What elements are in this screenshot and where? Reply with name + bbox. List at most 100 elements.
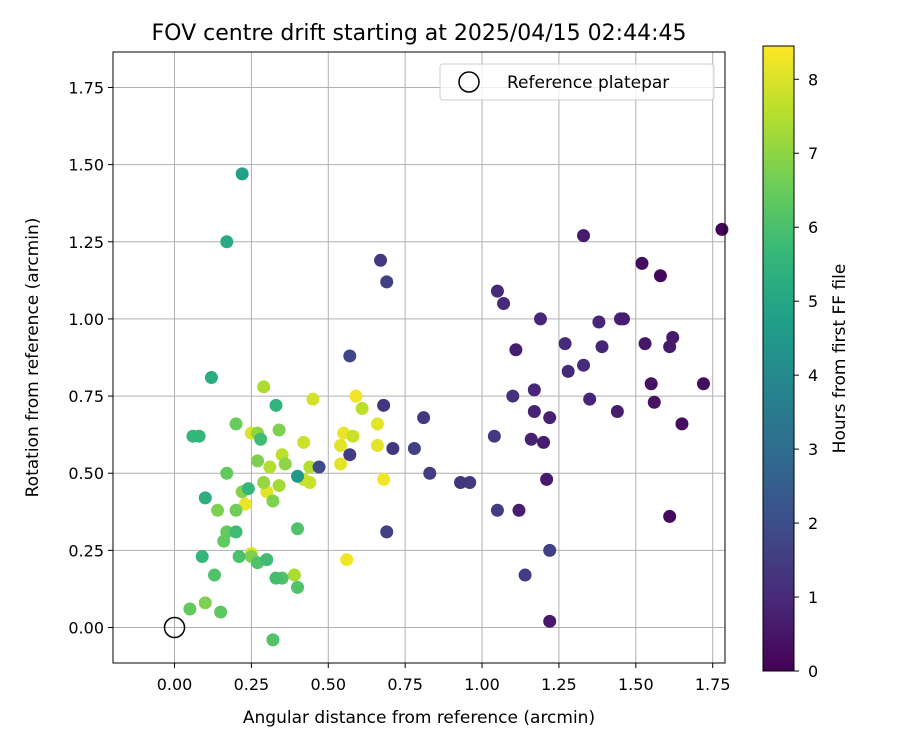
data-point — [490, 284, 504, 298]
data-point — [269, 398, 283, 412]
x-tick-label: 0.00 — [157, 675, 193, 694]
data-point — [540, 472, 554, 486]
data-point — [617, 312, 631, 326]
x-tick-label: 1.75 — [695, 675, 731, 694]
data-point — [417, 411, 431, 425]
data-point — [312, 460, 326, 474]
data-point — [463, 475, 477, 489]
data-point — [675, 417, 689, 431]
data-point — [257, 380, 271, 394]
data-point — [509, 343, 523, 357]
data-point — [533, 312, 547, 326]
reference-marker-layer — [163, 616, 186, 639]
data-point — [370, 417, 384, 431]
data-point — [380, 275, 394, 289]
data-point — [198, 596, 212, 610]
data-point — [266, 494, 280, 508]
x-tick-label: 1.25 — [541, 675, 577, 694]
data-point — [377, 472, 391, 486]
x-tick-label: 0.50 — [310, 675, 346, 694]
data-point — [647, 395, 661, 409]
data-point — [229, 525, 243, 539]
grid-lines — [113, 52, 725, 663]
data-point — [577, 229, 591, 243]
data-point — [183, 602, 197, 616]
y-axis-label: Rotation from reference (arcmin) — [23, 218, 43, 498]
data-point — [260, 553, 274, 567]
data-point — [577, 358, 591, 372]
data-point — [232, 550, 246, 564]
data-point — [561, 364, 575, 378]
colorbar: 0 1 2 3 4 5 6 7 8 Hours from first FF file — [762, 45, 850, 681]
data-point — [195, 550, 209, 564]
data-point — [214, 605, 228, 619]
data-point — [220, 466, 234, 480]
reference-platepar-marker — [163, 616, 186, 639]
x-tick-label: 0.75 — [387, 675, 423, 694]
data-point — [241, 482, 255, 496]
data-point — [211, 503, 225, 517]
data-point — [303, 475, 317, 489]
data-point — [527, 405, 541, 419]
y-tick-label: 1.00 — [68, 310, 104, 329]
data-point — [407, 442, 421, 456]
data-point — [291, 580, 305, 594]
y-tick-label: 0.50 — [68, 464, 104, 483]
data-point — [254, 432, 268, 446]
data-point — [346, 429, 360, 443]
data-point — [238, 497, 252, 511]
data-point — [306, 392, 320, 406]
data-point — [291, 469, 305, 483]
colorbar-tick-label: 3 — [808, 440, 818, 459]
data-point — [663, 509, 677, 523]
colorbar-ticks: 0 1 2 3 4 5 6 7 8 — [794, 70, 818, 681]
chart-title: FOV centre drift starting at 2025/04/15 … — [152, 21, 687, 46]
y-tick-label: 0.25 — [68, 541, 104, 560]
data-point — [343, 349, 357, 363]
data-point — [355, 401, 369, 415]
data-point — [537, 435, 551, 449]
data-point — [374, 253, 388, 267]
data-point — [497, 296, 511, 310]
data-point — [583, 392, 597, 406]
data-point — [386, 442, 400, 456]
data-point — [272, 479, 286, 493]
data-point — [198, 491, 212, 505]
data-point — [663, 340, 677, 354]
legend-box — [439, 63, 715, 101]
colorbar-label: Hours from first FF file — [830, 264, 850, 454]
data-point — [370, 438, 384, 452]
data-point — [635, 256, 649, 270]
x-tick-label: 1.50 — [618, 675, 654, 694]
data-point — [638, 337, 652, 351]
data-point — [610, 405, 624, 419]
y-tick-label: 0.75 — [68, 387, 104, 406]
data-point — [334, 457, 348, 471]
data-point — [595, 340, 609, 354]
plot-frame — [112, 51, 726, 664]
data-point — [266, 633, 280, 647]
colorbar-tick-label: 1 — [808, 588, 818, 607]
data-point — [543, 543, 557, 557]
data-point — [490, 503, 504, 517]
data-point — [229, 417, 243, 431]
colorbar-tick-label: 2 — [808, 514, 818, 533]
data-point — [220, 235, 234, 249]
data-point — [343, 448, 357, 462]
data-point — [278, 457, 292, 471]
data-point — [217, 534, 231, 548]
data-point — [543, 411, 557, 425]
data-point — [229, 503, 243, 517]
data-point — [349, 389, 363, 403]
data-point — [543, 614, 557, 628]
data-point — [269, 571, 283, 585]
data-point — [518, 568, 532, 582]
colorbar-tick-label: 4 — [808, 366, 818, 385]
data-point — [592, 315, 606, 329]
y-tick-label: 1.50 — [68, 156, 104, 175]
data-point — [377, 398, 391, 412]
data-point — [340, 553, 354, 567]
y-tick-label: 0.00 — [68, 619, 104, 638]
legend-marker-icon — [458, 71, 480, 93]
